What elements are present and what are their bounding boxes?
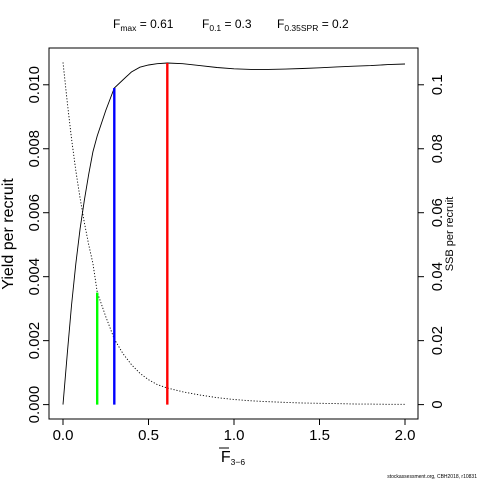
- x-axis: 0.0 0.5 1.0 1.5 2.0: [53, 419, 416, 444]
- yield-per-recruit-line: [62, 62, 406, 405]
- ref-point-main: F: [202, 17, 209, 31]
- y-right-tick-label: 0.02: [429, 326, 446, 355]
- y-right-tick-label: 0: [429, 400, 446, 408]
- ref-point-sub: 0.1: [209, 23, 221, 33]
- ref-point-main: F: [277, 17, 284, 31]
- ref-point-value: = 0.2: [318, 17, 349, 31]
- y-left-tick-label: 0.000: [26, 386, 43, 424]
- svg-text:F3−6: F3−6: [221, 449, 245, 467]
- y-left-tick-label: 0.008: [26, 130, 43, 168]
- y-left-tick-label: 0.010: [26, 66, 43, 104]
- x-tick-label: 2.0: [395, 427, 416, 444]
- x-axis-title-main: F: [221, 449, 231, 466]
- y-axis-left: 0.000 0.002 0.004 0.006 0.008 0.010: [26, 66, 49, 423]
- y-axis-left-title: Yield per recruit: [0, 178, 17, 290]
- reference-points-header: Fmax = 0.61 F0.1 = 0.3 F0.35SPR = 0.2: [113, 17, 349, 33]
- y-axis-right: 0 0.02 0.04 0.06 0.08 0.1: [418, 74, 446, 409]
- x-tick-label: 1.5: [309, 427, 330, 444]
- y-left-tick-label: 0.002: [26, 322, 43, 360]
- reference-lines: [95, 63, 169, 405]
- ref-point-value: = 0.3: [221, 17, 252, 31]
- ref-point-01: F0.1 = 0.3: [202, 17, 252, 33]
- x-axis-title-sub: 3−6: [231, 457, 246, 467]
- y-right-tick-label: 0.04: [429, 262, 446, 291]
- ref-point-035spr: F0.35SPR = 0.2: [277, 17, 349, 33]
- plot-frame: [48, 47, 419, 420]
- x-axis-title: F3−6: [219, 447, 245, 467]
- x-tick-label: 1.0: [224, 427, 245, 444]
- series-group: [62, 62, 406, 405]
- y-left-tick-label: 0.006: [26, 194, 43, 232]
- y-left-tick-label: 0.004: [26, 258, 43, 296]
- ref-point-main: F: [113, 17, 120, 31]
- x-tick-label: 0.0: [53, 427, 74, 444]
- x-tick-label: 0.5: [138, 427, 159, 444]
- ref-point-sub: max: [120, 23, 137, 33]
- footnote: stockassessment.org, CBH2018, r10831: [387, 474, 477, 480]
- y-right-tick-label: 0.06: [429, 198, 446, 227]
- ref-point-max: Fmax = 0.61: [113, 17, 174, 33]
- y-axis-right-title: SSB per recruit: [444, 197, 456, 272]
- ssb-per-recruit-line: [62, 62, 405, 405]
- ref-point-value: = 0.61: [136, 17, 173, 31]
- y-right-tick-label: 0.08: [429, 134, 446, 163]
- ref-point-sub: 0.35SPR: [284, 23, 318, 33]
- y-right-tick-label: 0.1: [429, 74, 446, 95]
